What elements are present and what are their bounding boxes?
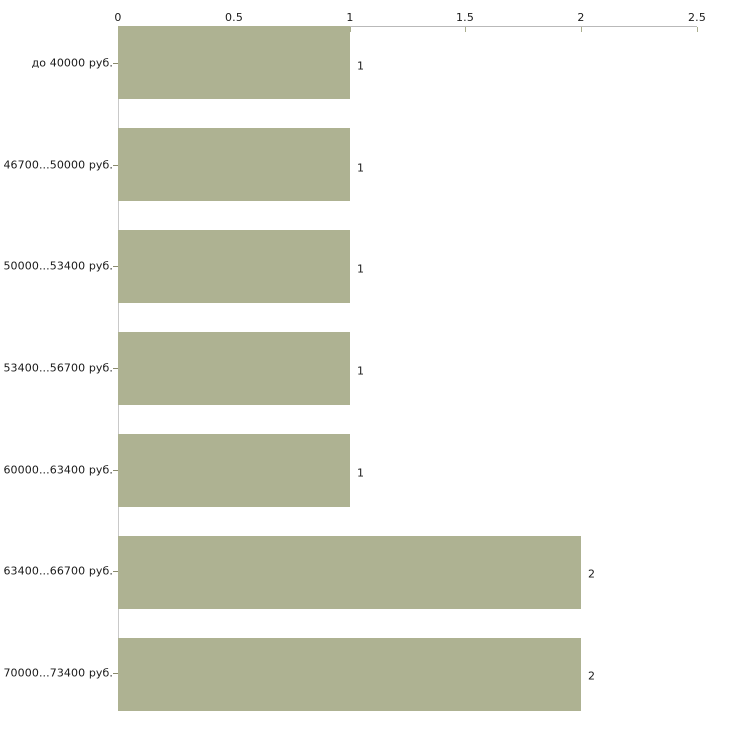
- y-axis-tick: [113, 368, 118, 369]
- category-label: 70000...73400 руб.: [3, 666, 113, 680]
- x-axis-tick-label: 2: [577, 11, 585, 24]
- bar-value-label: 1: [357, 466, 364, 480]
- bar-value-label: 1: [357, 59, 364, 73]
- bar[interactable]: [118, 230, 350, 303]
- y-axis-tick: [113, 63, 118, 64]
- x-axis-tick: [697, 27, 698, 32]
- x-axis-tick: [350, 27, 351, 32]
- bar[interactable]: [118, 332, 350, 405]
- bar-value-label: 1: [357, 262, 364, 276]
- bar-value-label: 2: [588, 669, 595, 683]
- y-axis-tick: [113, 673, 118, 674]
- category-label: 63400...66700 руб.: [3, 564, 113, 578]
- y-axis-tick: [113, 266, 118, 267]
- bar[interactable]: [118, 638, 581, 711]
- bars-container: [118, 26, 697, 711]
- bar-value-label: 2: [588, 567, 595, 581]
- x-axis-tick-label: 0.5: [224, 11, 244, 24]
- x-axis-tick: [465, 27, 466, 32]
- x-axis-tick: [581, 27, 582, 32]
- category-label: 53400...56700 руб.: [3, 361, 113, 375]
- y-axis-tick: [113, 165, 118, 166]
- category-label: до 40000 руб.: [31, 56, 113, 70]
- x-axis-line: [118, 26, 697, 27]
- bar[interactable]: [118, 26, 350, 99]
- category-label: 46700...50000 руб.: [3, 158, 113, 172]
- category-label: 60000...63400 руб.: [3, 463, 113, 477]
- bar-value-label: 1: [357, 364, 364, 378]
- bar[interactable]: [118, 434, 350, 507]
- bar-value-label: 1: [357, 161, 364, 175]
- y-axis-category-labels: до 40000 руб. 46700...50000 руб. 50000..…: [0, 0, 113, 730]
- x-axis-tick-label: 1.5: [455, 11, 475, 24]
- bar[interactable]: [118, 128, 350, 201]
- y-axis-tick: [113, 470, 118, 471]
- x-axis-tick-label: 2.5: [687, 11, 707, 24]
- x-axis-tick-label: 1: [346, 11, 354, 24]
- bar[interactable]: [118, 536, 581, 609]
- y-axis-tick: [113, 571, 118, 572]
- category-label: 50000...53400 руб.: [3, 259, 113, 273]
- x-axis-tick-label: 0: [114, 11, 122, 24]
